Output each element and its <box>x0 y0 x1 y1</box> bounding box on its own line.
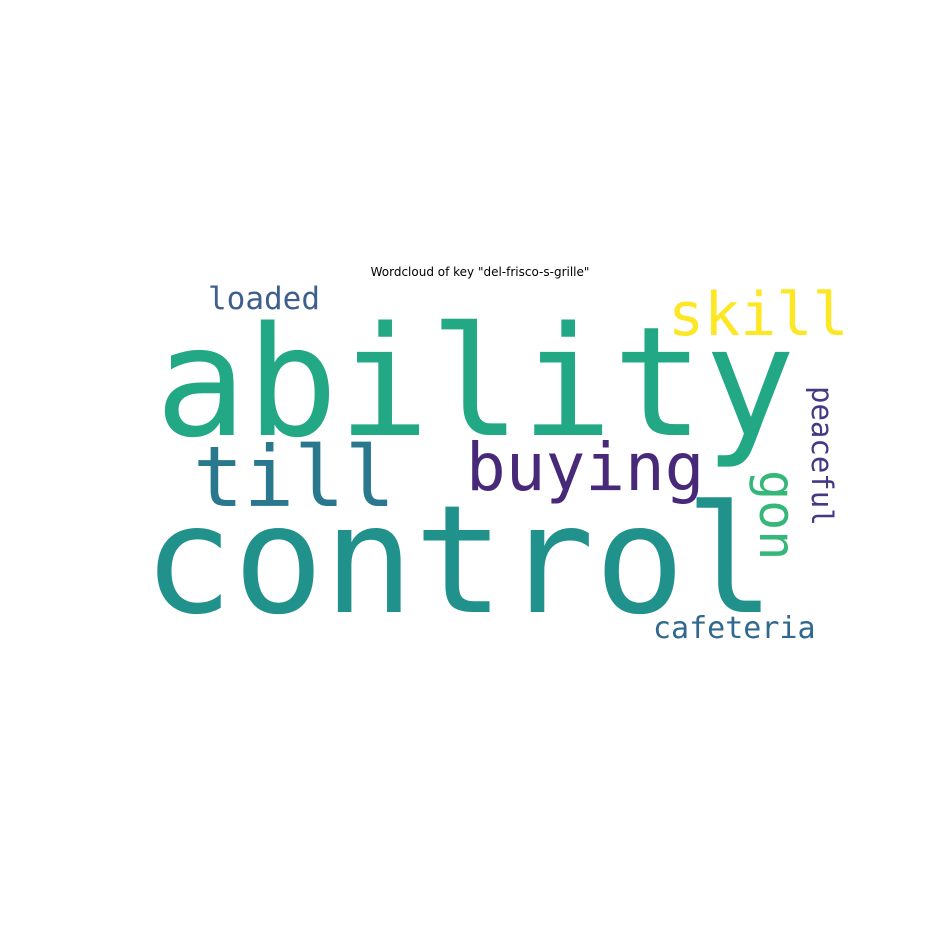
word-till: till <box>193 428 395 526</box>
word-peaceful: peaceful <box>805 386 839 526</box>
word-ability: ability <box>155 294 796 471</box>
word-gon: gon <box>748 470 806 560</box>
word-loaded: loaded <box>208 281 320 317</box>
chart-title: Wordcloud of key "del-frisco-s-grille" <box>370 265 590 279</box>
word-buying: buying <box>466 429 704 506</box>
word-cafeteria: cafeteria <box>653 611 816 646</box>
word-control: control <box>143 474 775 648</box>
word-skill: skill <box>668 280 849 350</box>
